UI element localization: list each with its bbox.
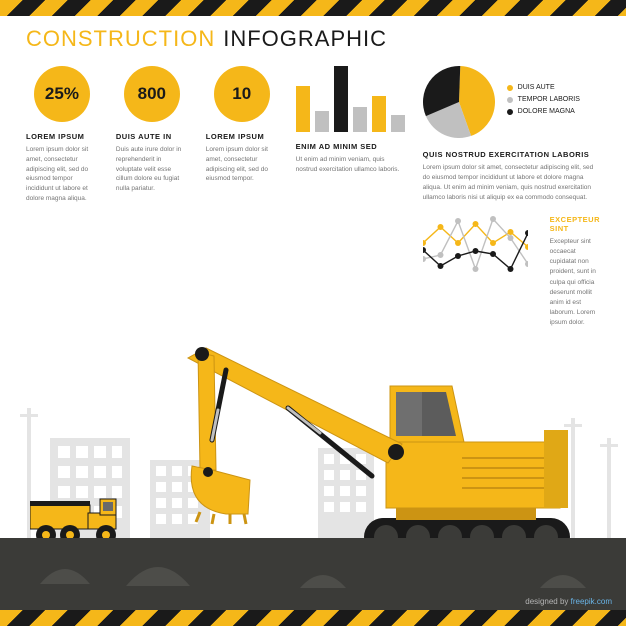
hazard-stripe-top: [0, 0, 626, 16]
bar-body: Ut enim ad minim veniam, quis nostrud ex…: [296, 155, 405, 175]
mid-heading: QUIS NOSTRUD EXERCITATION LABORIS: [423, 150, 600, 159]
dirt-pile-icon: [540, 568, 586, 588]
stat-body-1: Duis aute irure dolor in reprehenderit i…: [116, 145, 188, 194]
stat-heading-1: DUIS AUTE IN: [116, 132, 188, 141]
title-part2: INFOGRAPHIC: [223, 26, 387, 52]
stat-2: 10 LOREM IPSUM Lorem ipsum dolor sit ame…: [206, 66, 278, 328]
credit: designed by freepik.com: [525, 597, 612, 606]
dirt-pile-icon: [40, 562, 90, 584]
stat-circle-1: 800: [124, 66, 180, 122]
bar-chart-block: ENIM AD MINIM SED Ut enim ad minim venia…: [296, 66, 405, 328]
pie-chart: [423, 66, 495, 138]
stat-circle-2: 10: [214, 66, 270, 122]
stat-body-2: Lorem ipsum dolor sit amet, consectetur …: [206, 145, 278, 184]
mid-body: Lorem ipsum dolor sit amet, consectetur …: [423, 163, 600, 203]
stat-1: 800 DUIS AUTE IN Duis aute irure dolor i…: [116, 66, 188, 328]
excavator-icon: [140, 330, 580, 560]
pie-block: DUIS AUTETEMPOR LABORISDOLORE MAGNA QUIS…: [423, 66, 600, 328]
illustration-scene: [0, 372, 626, 610]
stat-heading-2: LOREM IPSUM: [206, 132, 278, 141]
title-part1: CONSTRUCTION: [26, 26, 215, 52]
line-chart: [423, 215, 528, 279]
line-heading: EXCEPTEUR SINT: [550, 215, 600, 233]
dirt-pile-icon: [300, 568, 346, 588]
credit-text: designed by: [525, 597, 570, 606]
bar-heading: ENIM AD MINIM SED: [296, 142, 405, 151]
line-body: Excepteur sint occaecat cupidatat non pr…: [550, 237, 600, 328]
stat-0: 25% LOREM IPSUM Lorem ipsum dolor sit am…: [26, 66, 98, 328]
bar-chart: [296, 66, 405, 132]
stat-heading-0: LOREM IPSUM: [26, 132, 98, 141]
credit-link: freepik.com: [571, 597, 612, 606]
crane-icon: [600, 438, 618, 538]
stat-body-0: Lorem ipsum dolor sit amet, consectetur …: [26, 145, 98, 204]
hazard-stripe-bottom: [0, 610, 626, 626]
stat-circle-0: 25%: [34, 66, 90, 122]
pie-legend: DUIS AUTETEMPOR LABORISDOLORE MAGNA: [507, 84, 580, 120]
title: CONSTRUCTION INFOGRAPHIC: [26, 26, 600, 52]
dirt-pile-icon: [126, 558, 190, 586]
